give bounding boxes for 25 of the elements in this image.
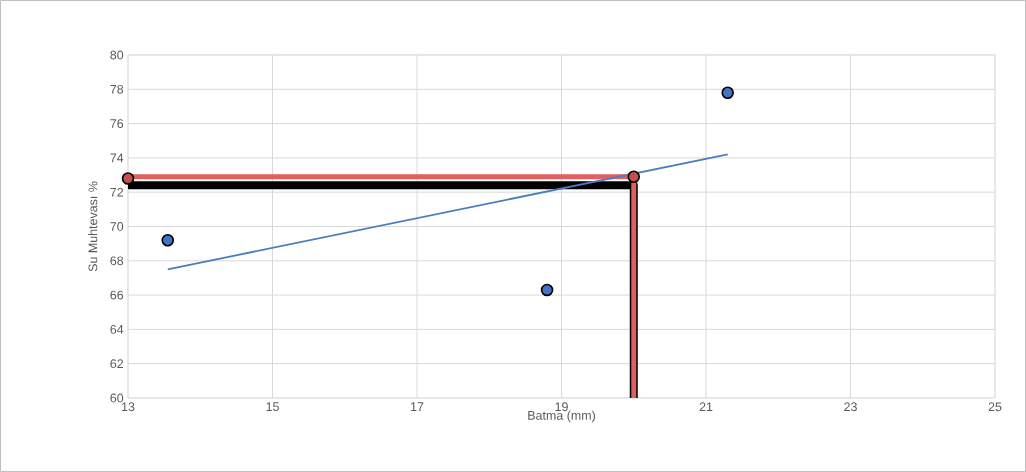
point — [161, 233, 175, 247]
x-tick-label: 19 — [555, 402, 568, 412]
point — [627, 170, 641, 184]
x-tick-label: 17 — [411, 402, 424, 411]
x-tick-label: 13 — [122, 402, 135, 412]
point — [121, 172, 135, 185]
x-tick-label: 21 — [699, 402, 713, 412]
y-tick-label: 74 — [110, 153, 124, 163]
point — [721, 86, 734, 99]
y-tick-label: 70 — [110, 222, 124, 231]
y-tick-label: 72 — [110, 187, 124, 197]
point — [540, 283, 554, 297]
x-tick-label: 23 — [844, 402, 857, 412]
y-tick-label: 78 — [110, 84, 124, 94]
y-tick-label: 64 — [110, 324, 124, 334]
x-tick-label: 25 — [988, 402, 1002, 412]
x-axis-title: Batma (mm) — [528, 410, 595, 423]
y-tick-label: 66 — [110, 290, 124, 300]
y-tick-label: 80 — [110, 50, 124, 60]
x-tick-label: 15 — [266, 402, 279, 412]
y-tick-label: 76 — [110, 119, 124, 128]
y-tick-label: 68 — [110, 256, 124, 266]
y-tick-label: 60 — [110, 393, 124, 403]
y-axis-title: Su Muhtevası % — [88, 181, 98, 272]
y-tick-label: 62 — [110, 359, 124, 369]
